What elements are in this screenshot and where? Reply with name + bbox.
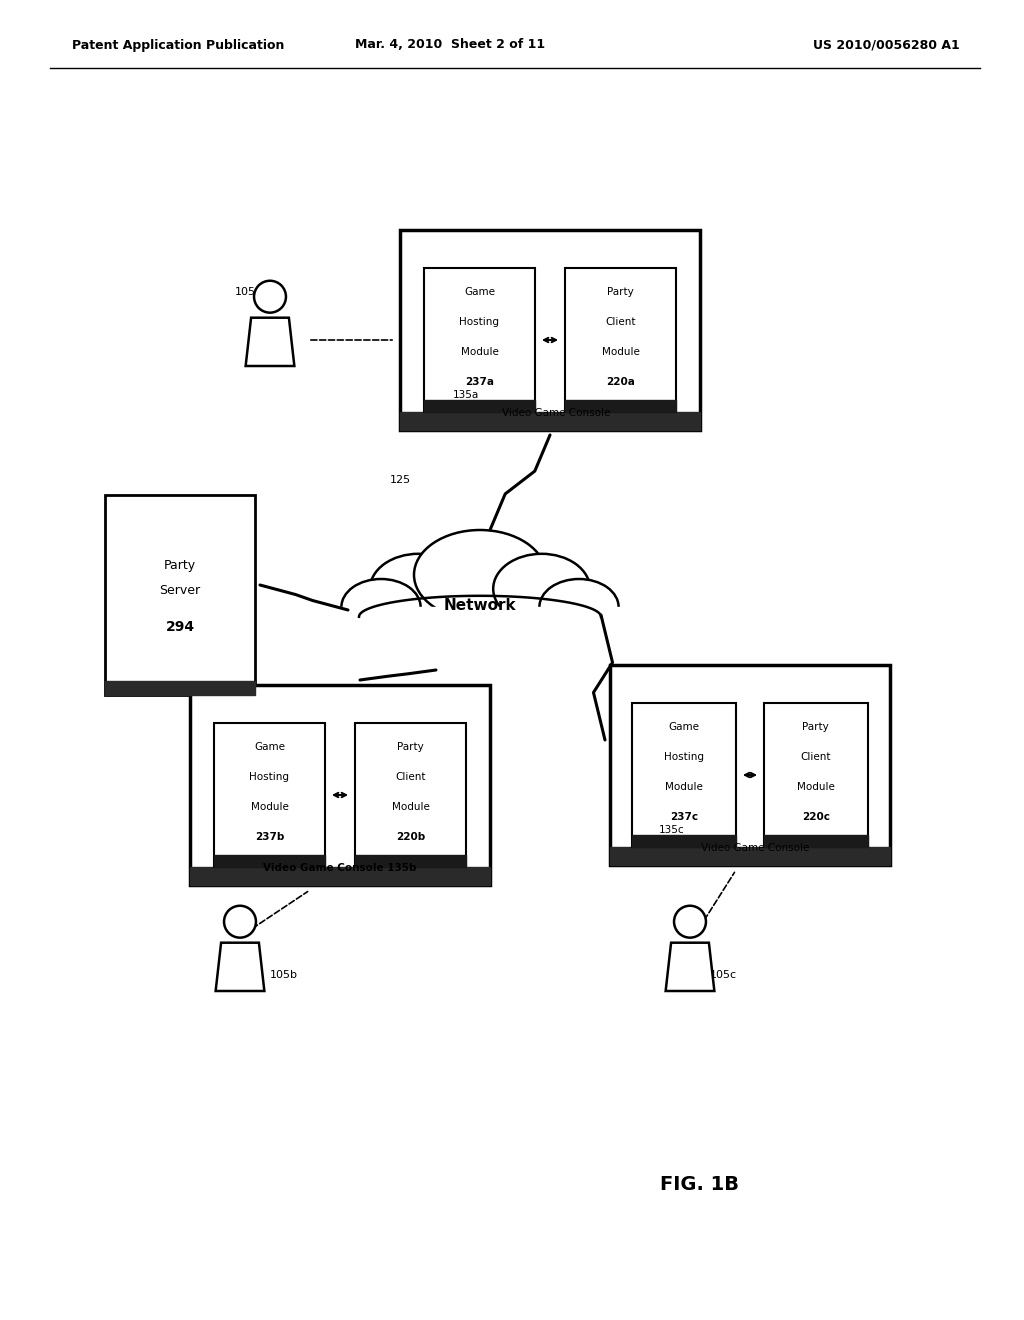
Text: Hosting: Hosting xyxy=(460,317,500,327)
FancyBboxPatch shape xyxy=(190,685,490,884)
Text: Video Game Console: Video Game Console xyxy=(701,843,810,853)
Text: Game: Game xyxy=(254,742,285,752)
Circle shape xyxy=(674,906,706,937)
FancyBboxPatch shape xyxy=(400,230,700,430)
Text: Game: Game xyxy=(669,722,699,733)
Text: Module: Module xyxy=(666,781,703,792)
Text: 125: 125 xyxy=(389,475,411,484)
Text: 135c: 135c xyxy=(658,825,684,836)
Text: Video Game Console 135b: Video Game Console 135b xyxy=(263,863,417,873)
Bar xyxy=(214,855,325,867)
Bar xyxy=(400,412,700,430)
Ellipse shape xyxy=(540,579,618,635)
Text: 135a: 135a xyxy=(453,389,479,400)
Text: 105b: 105b xyxy=(270,970,298,979)
FancyBboxPatch shape xyxy=(764,704,867,847)
Text: Party: Party xyxy=(164,558,196,572)
FancyBboxPatch shape xyxy=(355,723,466,867)
Bar xyxy=(610,847,890,865)
Text: Client: Client xyxy=(801,752,831,762)
FancyBboxPatch shape xyxy=(610,665,890,865)
Text: Hosting: Hosting xyxy=(665,752,705,762)
Ellipse shape xyxy=(359,572,601,656)
Text: 220a: 220a xyxy=(606,378,635,387)
Text: 237b: 237b xyxy=(255,832,285,842)
Text: Server: Server xyxy=(160,583,201,597)
Bar xyxy=(565,400,676,412)
Text: Hosting: Hosting xyxy=(250,772,290,781)
Polygon shape xyxy=(216,942,264,991)
Bar xyxy=(424,400,535,412)
Bar xyxy=(326,607,634,684)
Text: Module: Module xyxy=(251,803,289,812)
Bar xyxy=(190,867,490,884)
Text: Party: Party xyxy=(397,742,424,752)
Text: FIG. 1B: FIG. 1B xyxy=(660,1176,739,1195)
Bar xyxy=(764,836,867,847)
Text: Mar. 4, 2010  Sheet 2 of 11: Mar. 4, 2010 Sheet 2 of 11 xyxy=(355,38,545,51)
Text: Game: Game xyxy=(464,286,495,297)
Text: 105c: 105c xyxy=(710,970,737,979)
Text: Client: Client xyxy=(395,772,426,781)
Bar xyxy=(105,681,255,696)
Text: 220b: 220b xyxy=(396,832,425,842)
Text: 105a: 105a xyxy=(234,286,263,297)
Text: Module: Module xyxy=(391,803,429,812)
Polygon shape xyxy=(666,942,715,991)
FancyBboxPatch shape xyxy=(565,268,676,412)
Circle shape xyxy=(254,281,286,313)
FancyBboxPatch shape xyxy=(105,495,255,696)
Bar xyxy=(355,855,466,867)
Text: 237c: 237c xyxy=(670,812,698,822)
Ellipse shape xyxy=(494,554,590,624)
Text: Party: Party xyxy=(803,722,829,733)
Text: US 2010/0056280 A1: US 2010/0056280 A1 xyxy=(813,38,961,51)
Text: Client: Client xyxy=(605,317,636,327)
Text: Module: Module xyxy=(601,347,639,356)
Text: 294: 294 xyxy=(166,620,195,634)
Polygon shape xyxy=(246,318,294,366)
Ellipse shape xyxy=(341,579,421,635)
FancyBboxPatch shape xyxy=(214,723,325,867)
Text: Module: Module xyxy=(461,347,499,356)
Ellipse shape xyxy=(370,554,467,624)
Circle shape xyxy=(224,906,256,937)
FancyBboxPatch shape xyxy=(424,268,535,412)
Text: Network: Network xyxy=(443,598,516,612)
Ellipse shape xyxy=(414,531,546,619)
Text: Module: Module xyxy=(797,781,835,792)
Text: 237a: 237a xyxy=(465,378,494,387)
Bar xyxy=(633,836,736,847)
Text: Patent Application Publication: Patent Application Publication xyxy=(72,38,285,51)
Text: Video Game Console: Video Game Console xyxy=(502,408,610,418)
Text: 220c: 220c xyxy=(802,812,829,822)
FancyBboxPatch shape xyxy=(633,704,736,847)
Text: Party: Party xyxy=(607,286,634,297)
